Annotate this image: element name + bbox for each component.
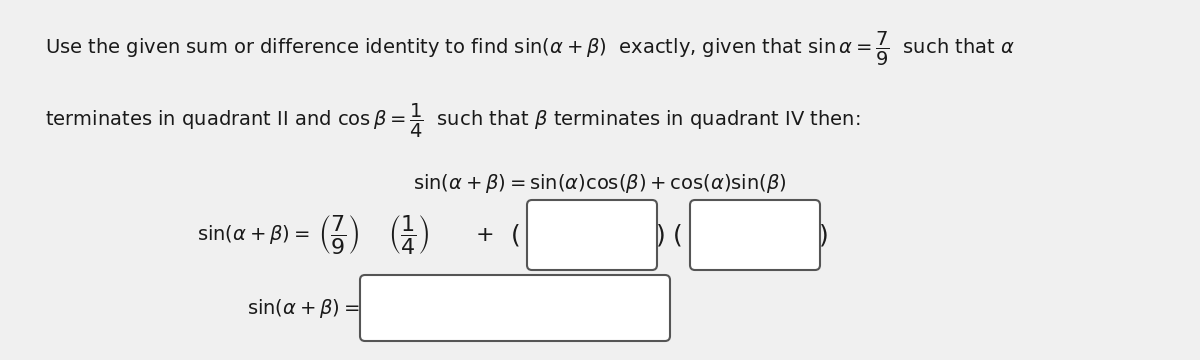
Text: $\left(\dfrac{1}{4}\right)$: $\left(\dfrac{1}{4}\right)$ xyxy=(388,213,428,256)
Text: $\sin(\alpha + \beta) = \sin(\alpha)\cos(\beta) + \cos(\alpha)\sin(\beta)$: $\sin(\alpha + \beta) = \sin(\alpha)\cos… xyxy=(413,172,787,195)
Text: $($: $($ xyxy=(672,222,682,248)
Text: terminates in quadrant II and $\cos\beta = \dfrac{1}{4}$  such that $\beta$ term: terminates in quadrant II and $\cos\beta… xyxy=(46,102,860,140)
Text: $\left(\dfrac{7}{9}\right)$: $\left(\dfrac{7}{9}\right)$ xyxy=(318,213,359,256)
Text: $+$: $+$ xyxy=(475,225,493,245)
Text: $\sin(\alpha + \beta) = $: $\sin(\alpha + \beta) = $ xyxy=(198,224,310,247)
Text: Use the given sum or difference identity to find $\sin(\alpha + \beta)$  exactly: Use the given sum or difference identity… xyxy=(46,30,1015,68)
Text: $)$: $)$ xyxy=(818,222,828,248)
Text: $\sin(\alpha + \beta) = $: $\sin(\alpha + \beta) = $ xyxy=(247,297,360,320)
Text: $($: $($ xyxy=(510,222,520,248)
FancyBboxPatch shape xyxy=(690,200,820,270)
FancyBboxPatch shape xyxy=(527,200,658,270)
Text: $)$: $)$ xyxy=(655,222,665,248)
FancyBboxPatch shape xyxy=(360,275,670,341)
